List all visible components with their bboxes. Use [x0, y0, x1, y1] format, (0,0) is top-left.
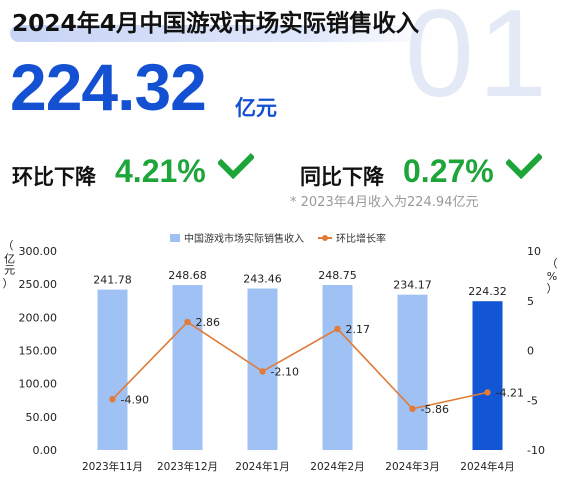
y2-tick-label: 0: [527, 345, 534, 358]
bar: [172, 285, 203, 450]
legend-line-label: 环比增长率: [336, 234, 386, 245]
line-value-label: -2.10: [271, 365, 299, 378]
headline-unit: 亿元: [235, 96, 277, 120]
y-tick-label: 150.00: [19, 345, 58, 358]
footnote: * 2023年4月收入为224.94亿元: [290, 195, 479, 210]
yoy-value: 0.27%: [403, 153, 494, 189]
legend-bar-label: 中国游戏市场实际销售收入: [184, 234, 304, 245]
y2-tick-label: 5: [527, 295, 534, 308]
arrow-down-icon: [218, 153, 254, 180]
bar: [397, 294, 428, 450]
y2-tick-label: 10: [527, 245, 541, 258]
y-tick-label: 100.00: [19, 378, 58, 391]
line-value-label: 2.86: [196, 316, 221, 329]
arrow-down-icon: [506, 153, 542, 180]
line-point: [259, 368, 266, 375]
bar: [97, 289, 128, 450]
y-axis-unit-text: 亿元: [2, 252, 16, 275]
line-value-label: -5.86: [421, 403, 449, 416]
line-series: [111, 321, 488, 410]
y2-axis-unit-text: %: [546, 269, 558, 283]
line-point: [484, 389, 491, 396]
bar-value-label: 248.75: [318, 269, 357, 282]
line-value-label: -4.21: [496, 386, 524, 399]
y-tick-label: 300.00: [19, 245, 58, 258]
y2-axis-unit-label: （%）: [546, 257, 558, 296]
headline-value: 224.32: [10, 50, 207, 124]
legend-bar-swatch: [170, 233, 180, 242]
y-tick-label: 0.00: [33, 444, 58, 457]
yoy-label: 同比下降: [300, 165, 384, 189]
background-number: 01: [405, 0, 551, 123]
page-title: 2024年4月中国游戏市场实际销售收入: [12, 9, 419, 37]
line-point: [334, 325, 341, 333]
line-value-label: 2.17: [346, 323, 371, 336]
bar-value-label: 241.78: [93, 274, 132, 287]
y2-tick-label: -5: [527, 394, 538, 407]
y-tick-label: 200.00: [19, 311, 58, 324]
bar-value-label: 243.46: [243, 273, 282, 286]
title-highlight: [10, 25, 435, 42]
mom-value: 4.21%: [115, 153, 206, 189]
x-tick-label: 2024年2月: [310, 460, 364, 473]
x-tick-label: 2023年12月: [157, 460, 218, 473]
y-axis-unit-label: （亿元）: [2, 239, 16, 291]
bar: [472, 301, 503, 450]
chart-legend: 中国游戏市场实际销售收入 环比增长率: [170, 230, 386, 245]
x-tick-label: 2024年3月: [385, 460, 439, 473]
legend-line-swatch: [318, 234, 332, 241]
mom-label: 环比下降: [12, 165, 96, 189]
x-tick-label: 2024年1月: [235, 460, 289, 473]
line-point: [109, 396, 116, 403]
y2-tick-label: -10: [527, 444, 545, 457]
y-tick-label: 250.00: [19, 278, 58, 291]
bar: [322, 284, 353, 450]
bar-value-label: 234.17: [393, 279, 432, 292]
line-value-label: -4.90: [121, 393, 149, 406]
x-tick-label: 2024年4月: [460, 460, 514, 473]
bar-value-label: 248.68: [168, 269, 207, 282]
x-tick-label: 2023年11月: [82, 460, 143, 473]
line-point: [409, 405, 416, 413]
bar-value-label: 224.32: [468, 285, 507, 298]
y-tick-label: 50.00: [26, 411, 58, 424]
line-point: [184, 318, 191, 326]
